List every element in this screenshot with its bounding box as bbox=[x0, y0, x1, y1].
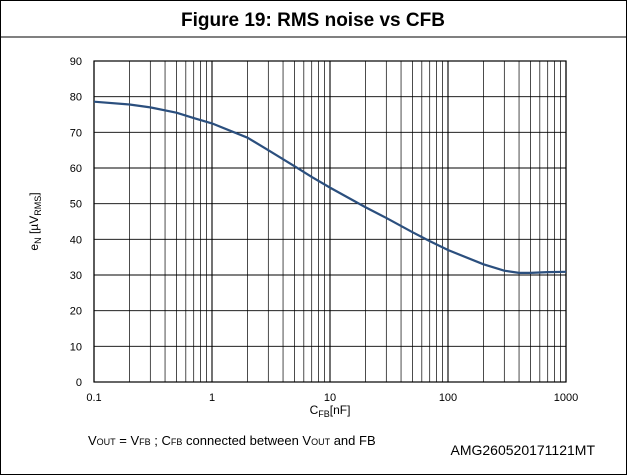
x-axis-label-part: [nF] bbox=[330, 403, 351, 417]
y-tick-label: 80 bbox=[70, 92, 82, 104]
footnote: VOUT = VFB ; CFB connected between VOUT … bbox=[88, 433, 376, 448]
y-axis-label-part: RMS bbox=[33, 196, 43, 216]
y-tick-label: 60 bbox=[70, 163, 82, 175]
x-tick-label: 1000 bbox=[554, 392, 578, 404]
figure-code: AMG260520171121MT bbox=[451, 442, 596, 458]
y-axis-label-part: [µV bbox=[27, 216, 41, 238]
x-tick-label: 1 bbox=[209, 392, 215, 404]
footnote-part: connected between V bbox=[182, 433, 311, 448]
y-tick-label: 30 bbox=[70, 270, 82, 282]
data-line bbox=[93, 100, 567, 274]
plot-border bbox=[93, 60, 567, 383]
footnote-part: = V bbox=[116, 433, 140, 448]
chart-title: Figure 19: RMS noise vs CFB bbox=[181, 10, 445, 31]
footnote-part: FB bbox=[139, 437, 151, 447]
x-axis-label-part: C bbox=[310, 403, 319, 417]
x-axis-label: CFB[nF] bbox=[310, 403, 351, 419]
y-axis-label: eN [µVRMS] bbox=[27, 192, 43, 250]
x-axis-label-part: FB bbox=[318, 409, 330, 419]
y-axis-label-part: N bbox=[33, 237, 43, 244]
footnote-part: ; C bbox=[151, 433, 171, 448]
y-tick-label: 90 bbox=[70, 56, 82, 68]
footnote-part: FB bbox=[171, 437, 183, 447]
y-tick-label: 20 bbox=[70, 306, 82, 318]
y-tick-label: 0 bbox=[76, 377, 82, 389]
y-tick-label: 40 bbox=[70, 234, 82, 246]
y-axis-label-part: ] bbox=[27, 192, 41, 195]
x-tick-label: 10 bbox=[324, 392, 336, 404]
y-tick-label: 70 bbox=[70, 127, 82, 139]
footnote-part: and FB bbox=[330, 433, 376, 448]
footnote-part: OUT bbox=[97, 437, 117, 447]
y-tick-label: 50 bbox=[70, 199, 82, 211]
x-tick-label: 0.1 bbox=[86, 392, 101, 404]
y-tick-label: 10 bbox=[70, 341, 82, 353]
y-axis-label-part: e bbox=[27, 244, 41, 251]
x-tick-label: 100 bbox=[439, 392, 457, 404]
footnote-part: OUT bbox=[311, 437, 331, 447]
footnote-part: V bbox=[88, 433, 97, 448]
